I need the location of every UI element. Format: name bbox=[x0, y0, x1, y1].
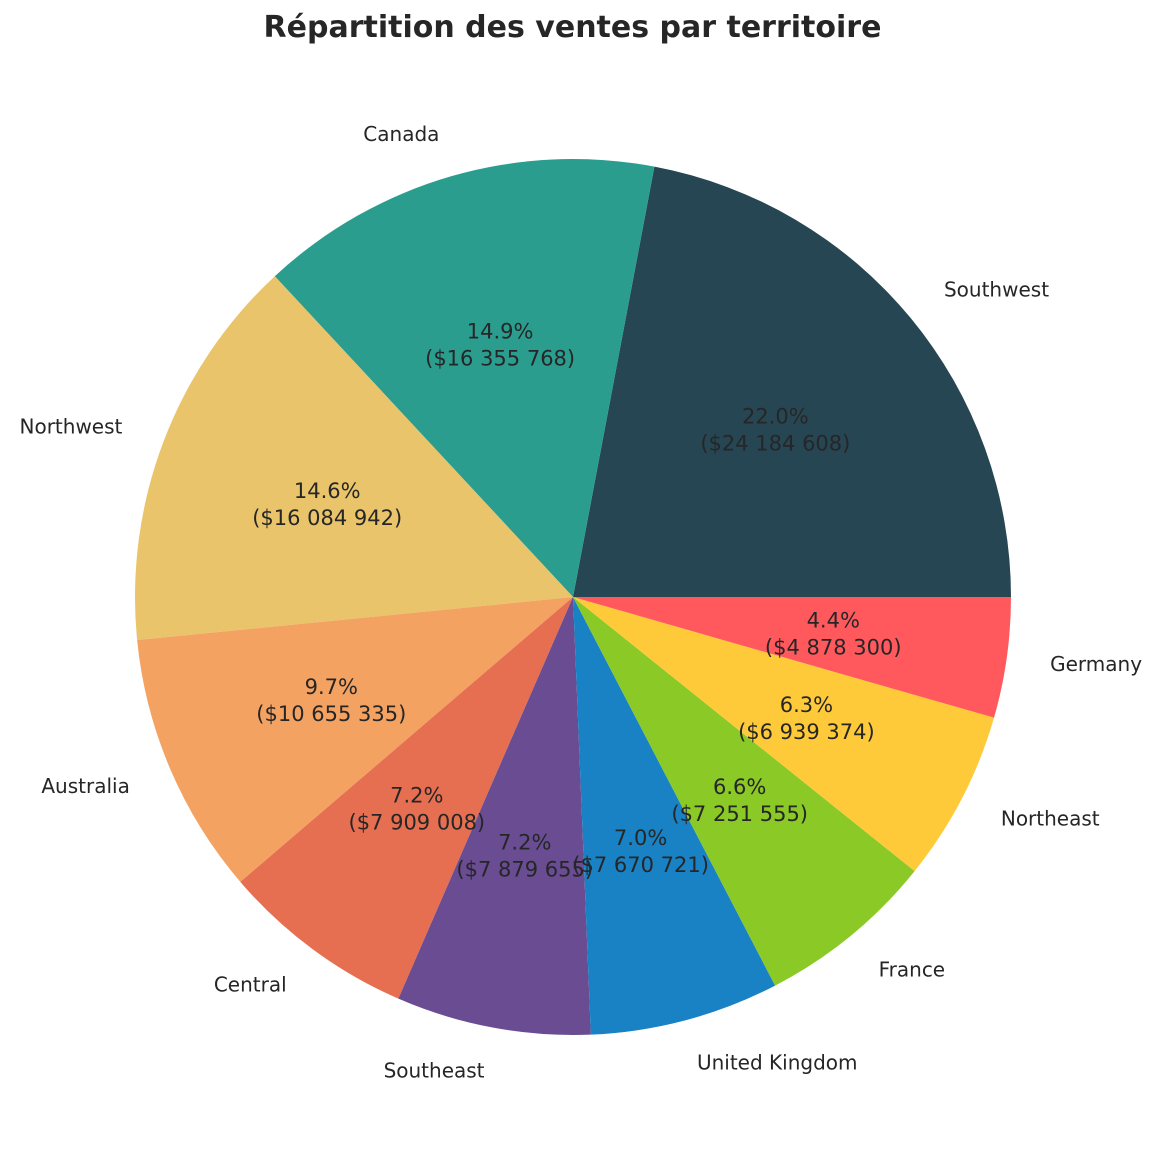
slice-value-southwest: ($24 184 608) bbox=[700, 431, 850, 455]
pie-slices bbox=[135, 159, 1011, 1035]
pie-slice-southeast bbox=[398, 597, 591, 1035]
slice-percent-label-canada: 14.9% ($16 355 768) bbox=[425, 320, 575, 371]
slice-percent-label-southeast: 7.2% ($7 879 655) bbox=[456, 830, 593, 881]
slice-percent-label-southwest: 22.0% ($24 184 608) bbox=[700, 404, 850, 455]
chart-title: Répartition des ventes par territoire bbox=[263, 10, 882, 45]
slice-percent-label-germany: 4.4% ($4 878 300) bbox=[765, 609, 902, 660]
pie-labels: Southwest 22.0% ($24 184 608) Canada 14.9% ($… bbox=[20, 122, 1143, 1083]
slice-percent-label-united-kingdom: 7.0% ($7 670 721) bbox=[572, 826, 709, 877]
slice-percent-northeast: 6.3% bbox=[780, 693, 833, 717]
slice-percent-germany: 4.4% bbox=[807, 609, 860, 633]
slice-value-united-kingdom: ($7 670 721) bbox=[572, 853, 709, 877]
slice-percent-united-kingdom: 7.0% bbox=[614, 826, 667, 850]
pie-slice-france bbox=[573, 597, 915, 986]
slice-value-canada: ($16 355 768) bbox=[425, 347, 575, 371]
pie-slice-australia bbox=[137, 597, 573, 882]
slice-value-northwest: ($16 084 942) bbox=[252, 506, 402, 530]
slice-percent-australia: 9.7% bbox=[305, 675, 358, 699]
slice-label-northwest: Northwest bbox=[20, 414, 123, 438]
slice-percent-label-northwest: 14.6% ($16 084 942) bbox=[252, 479, 402, 530]
pie-slice-united-kingdom bbox=[573, 597, 776, 1035]
slice-percent-label-central: 7.2% ($7 909 008) bbox=[349, 783, 486, 834]
slice-label-france: France bbox=[879, 957, 946, 981]
slice-percent-northwest: 14.6% bbox=[294, 479, 361, 503]
slice-label-united-kingdom: United Kingdom bbox=[697, 1051, 858, 1075]
slice-label-northeast: Northeast bbox=[1001, 806, 1100, 830]
slice-label-germany: Germany bbox=[1050, 652, 1142, 676]
slice-percent-canada: 14.9% bbox=[467, 320, 534, 344]
slice-value-germany: ($4 878 300) bbox=[765, 636, 902, 660]
pie-slice-northwest bbox=[135, 276, 573, 641]
slice-label-southeast: Southeast bbox=[384, 1059, 485, 1083]
slice-value-france: ($7 251 555) bbox=[671, 802, 808, 826]
slice-label-southwest: Southwest bbox=[944, 278, 1049, 302]
slice-percent-label-france: 6.6% ($7 251 555) bbox=[671, 775, 808, 826]
slice-value-central: ($7 909 008) bbox=[349, 810, 486, 834]
slice-value-northeast: ($6 939 374) bbox=[738, 720, 875, 744]
slice-label-central: Central bbox=[214, 972, 287, 996]
slice-percent-central: 7.2% bbox=[390, 783, 443, 807]
slice-label-australia: Australia bbox=[41, 774, 129, 798]
pie-slice-southwest bbox=[573, 166, 1011, 597]
slice-percent-france: 6.6% bbox=[713, 775, 766, 799]
slice-percent-southeast: 7.2% bbox=[498, 830, 551, 854]
pie-slice-northeast bbox=[573, 597, 995, 872]
slice-percent-label-northeast: 6.3% ($6 939 374) bbox=[738, 693, 875, 744]
pie-slice-central bbox=[240, 597, 573, 999]
slice-label-canada: Canada bbox=[363, 122, 439, 146]
slice-value-southeast: ($7 879 655) bbox=[456, 857, 593, 881]
slice-value-australia: ($10 655 335) bbox=[256, 702, 406, 726]
slice-percent-label-australia: 9.7% ($10 655 335) bbox=[256, 675, 406, 726]
slice-percent-southwest: 22.0% bbox=[742, 404, 809, 428]
pie-slice-germany bbox=[573, 597, 1011, 718]
pie-slice-canada bbox=[274, 159, 655, 598]
